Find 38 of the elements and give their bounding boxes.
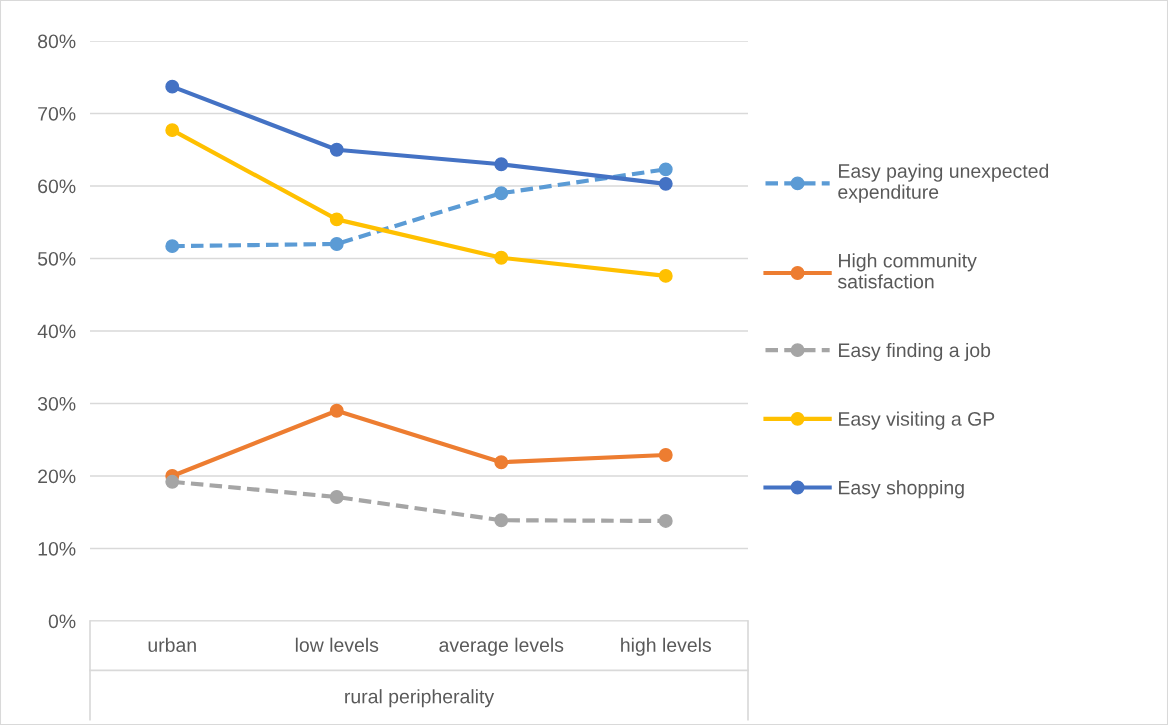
point (165, 123, 180, 138)
point (329, 490, 344, 504)
legend-label: Easy shopping (839, 480, 964, 499)
point (165, 79, 180, 94)
point (494, 513, 509, 528)
x-tick-label: urban (148, 637, 196, 652)
legend-label: Easy visiting a GP (839, 411, 995, 430)
point (658, 162, 673, 177)
y-tick-label: 10% (38, 541, 76, 556)
point (165, 474, 180, 489)
point (329, 142, 344, 157)
point (329, 212, 344, 227)
point (658, 268, 673, 283)
point (329, 237, 344, 251)
point (494, 250, 509, 265)
y-tick-label: 0% (48, 614, 76, 629)
point (494, 157, 509, 172)
legend-label: Easy paying unexpected expenditure (838, 163, 1049, 203)
y-tick-label: 40% (37, 324, 76, 339)
y-tick-label: 70% (38, 106, 76, 121)
point (658, 514, 673, 528)
y-tick-label: 30% (37, 396, 76, 411)
y-tick-label: 50% (37, 251, 76, 266)
point (658, 448, 673, 462)
y-tick-label: 60% (38, 179, 76, 194)
x-tick-label: average levels (439, 637, 564, 656)
y-tick-label: 20% (38, 469, 76, 484)
legend-label: Easy finding a job (839, 342, 991, 362)
legend-label: High community satisfaction (837, 253, 977, 289)
x-tick-label: low levels (295, 637, 379, 652)
point (494, 455, 509, 470)
y-tick-label: 80% (38, 34, 76, 49)
x-tick-label: high levels (621, 637, 711, 656)
point (658, 176, 673, 191)
point (165, 239, 180, 254)
point (494, 186, 509, 201)
x-axis-title: rural peripherality (345, 689, 495, 708)
point (329, 403, 344, 418)
